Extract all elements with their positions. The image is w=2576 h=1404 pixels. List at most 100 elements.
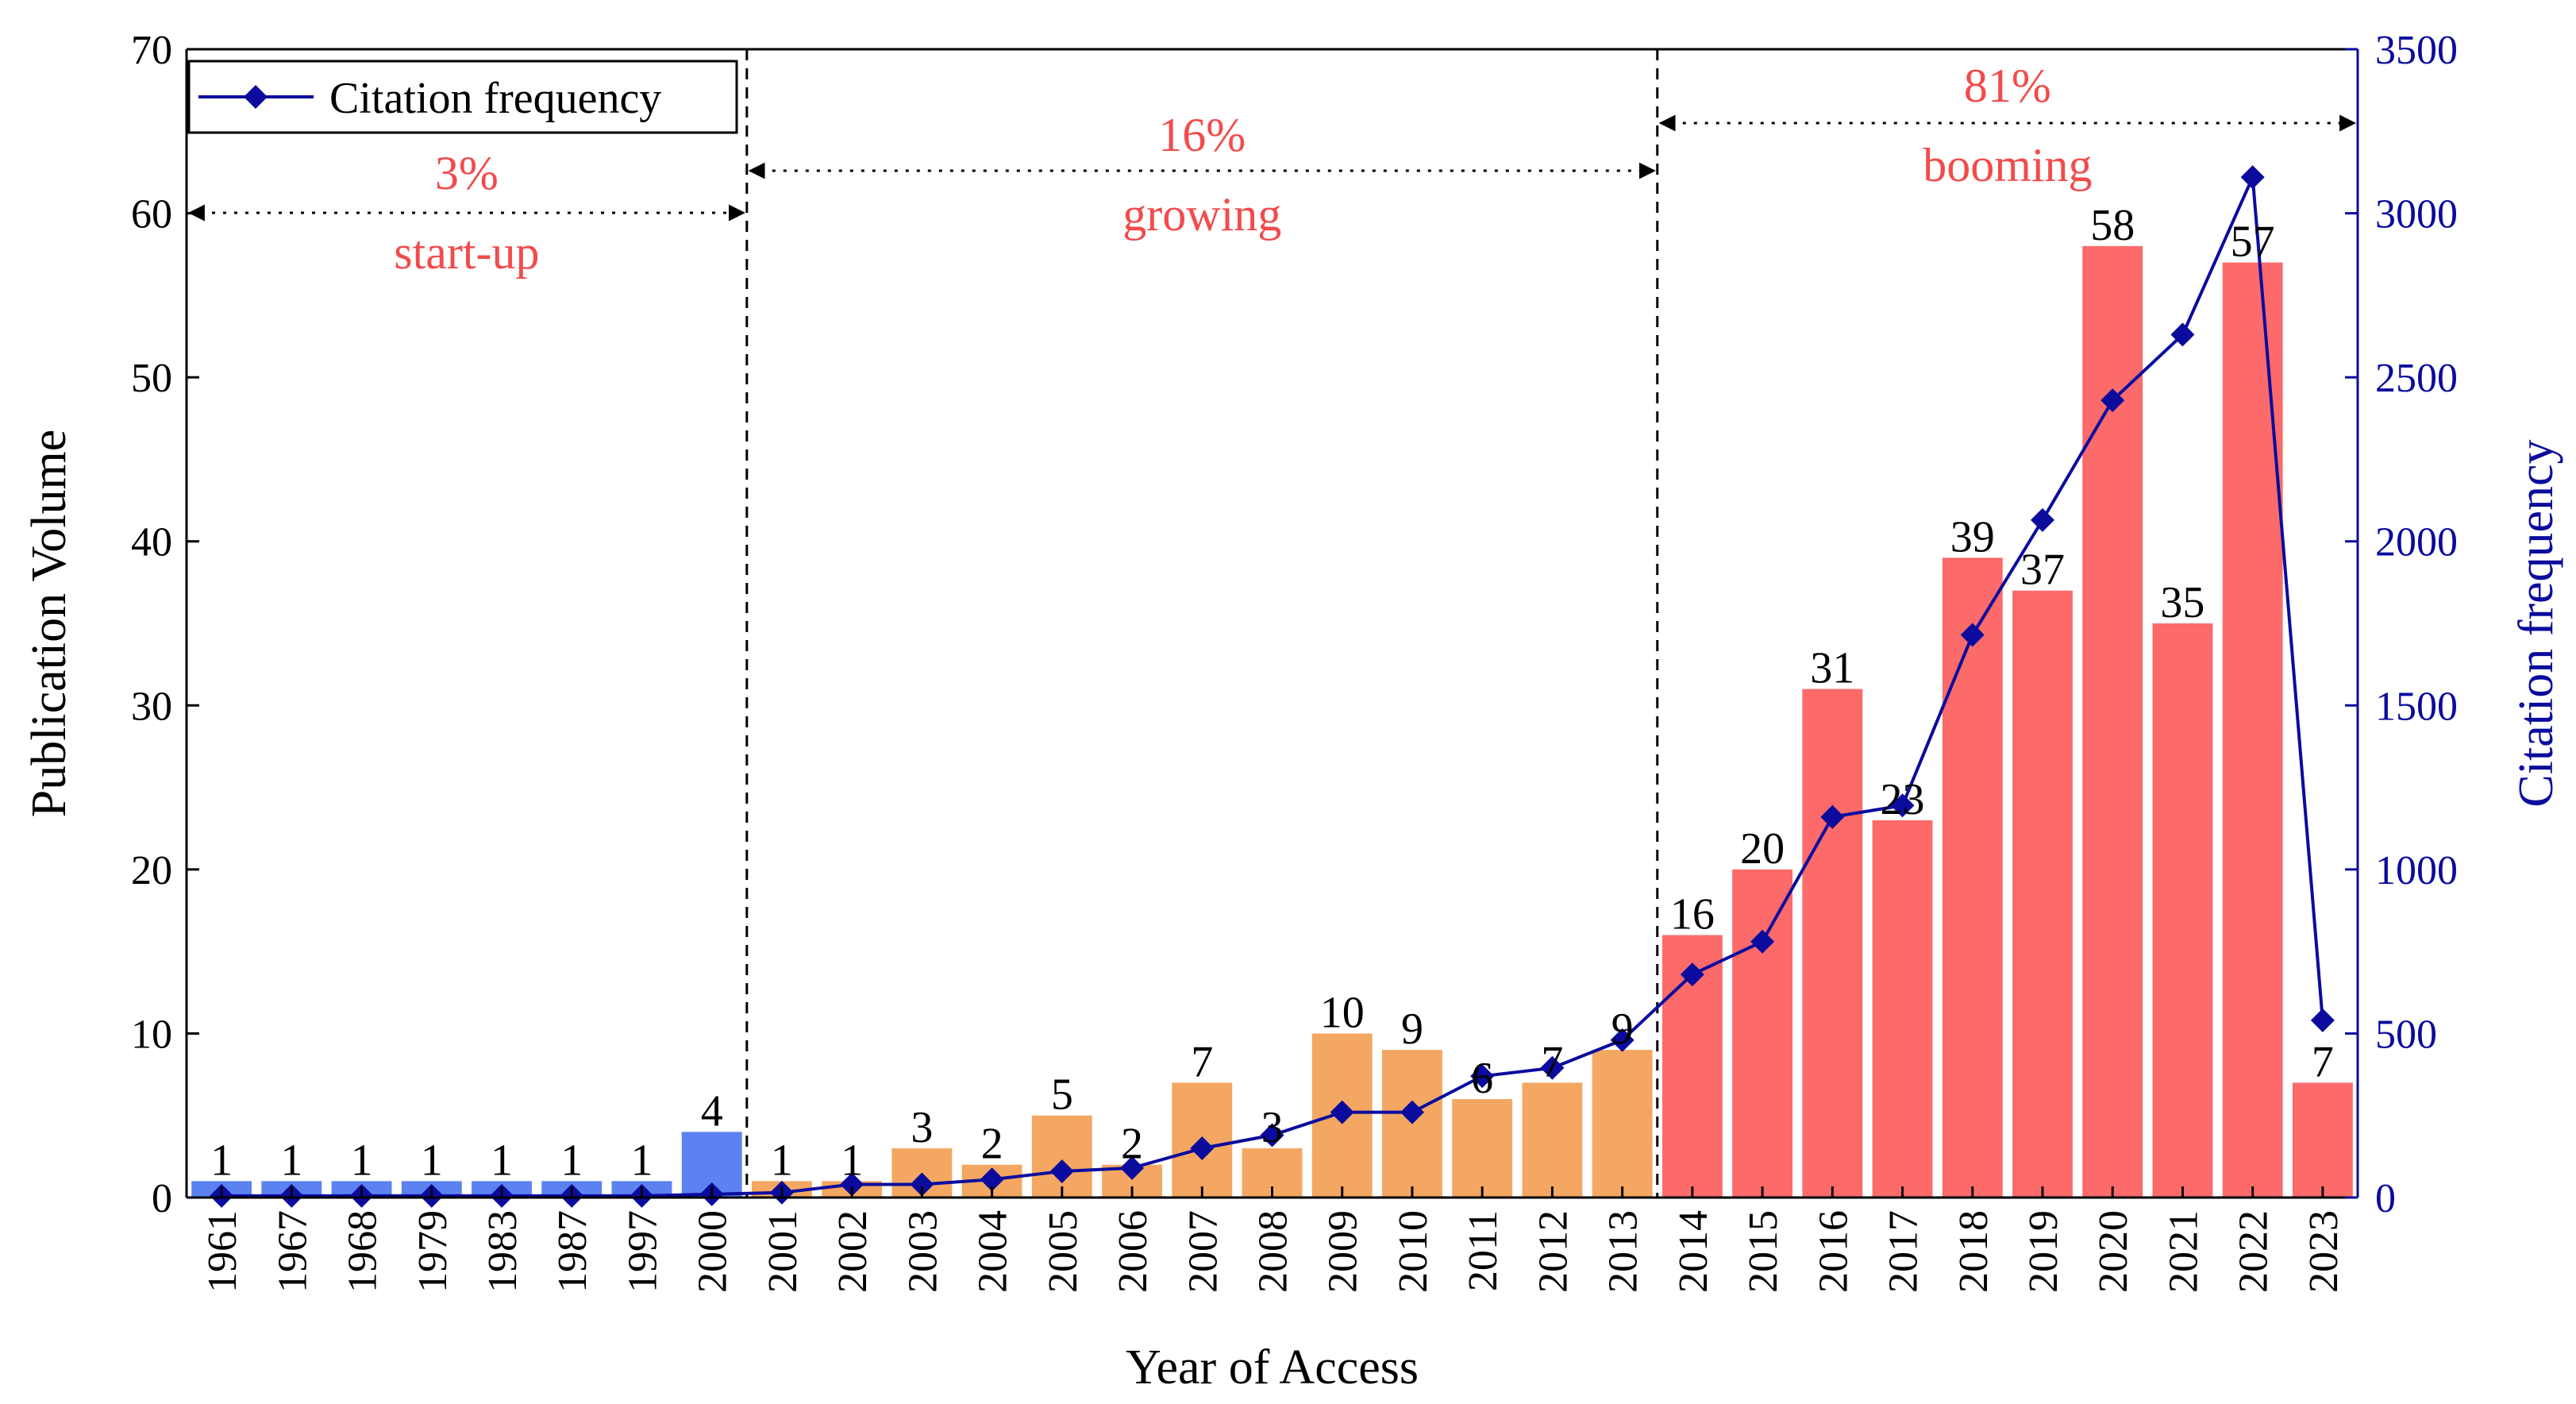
bar-label-1997: 1	[630, 1136, 653, 1185]
bar-2013	[1592, 1050, 1653, 1198]
bar-label-2004: 2	[981, 1120, 1003, 1169]
bar-label-2018: 39	[1950, 512, 1995, 561]
bar-2017	[1872, 820, 1933, 1198]
stage-annotations: 3% start-up 16% growing 81% booming	[187, 60, 2357, 279]
x-tick-label-2020: 2020	[2091, 1210, 2136, 1293]
citation-point-2012	[1540, 1055, 1565, 1080]
y-right-tick-label-0: 0	[2375, 1176, 2396, 1221]
citation-point-2018	[1960, 623, 1985, 647]
legend-marker-swatch	[244, 85, 268, 109]
x-tick-label-2015: 2015	[1741, 1210, 1786, 1293]
x-tick-label-1967: 1967	[270, 1210, 315, 1293]
x-tick-label-2018: 2018	[1951, 1210, 1996, 1293]
y-tick-label-10: 10	[131, 1012, 172, 1057]
bar-label-2007: 7	[1191, 1037, 1213, 1086]
citation-point-2009	[1330, 1100, 1354, 1124]
y-right-tick-label-3500: 3500	[2375, 28, 2458, 73]
citation-point-2023	[2310, 1008, 2335, 1032]
bar-label-1979: 1	[421, 1136, 443, 1185]
citation-point-2013	[1610, 1028, 1635, 1052]
citation-point-2017	[1890, 793, 1915, 818]
y-tick-label-0: 0	[152, 1176, 172, 1221]
y-tick-label-40: 40	[131, 520, 172, 565]
y-right-tick-label-2000: 2000	[2375, 520, 2458, 565]
y-tick-label-50: 50	[131, 356, 172, 401]
x-tick-label-2005: 2005	[1041, 1210, 1086, 1293]
y-tick-label-30: 30	[131, 684, 172, 729]
bar-label-1961: 1	[210, 1136, 233, 1185]
x-tick-label-2007: 2007	[1180, 1210, 1226, 1293]
bar-2019	[2012, 590, 2073, 1198]
citation-point-2015	[1750, 929, 1775, 954]
y-right-tick-label-1000: 1000	[2375, 848, 2458, 893]
bar-label-2015: 20	[1740, 824, 1785, 874]
stage-percent-start-up: 3%	[435, 147, 499, 199]
bar-label-2006: 2	[1121, 1120, 1143, 1169]
legend: Citation frequency	[187, 60, 738, 134]
bar-label-2005: 5	[1051, 1070, 1073, 1120]
bar-label-2022: 57	[2231, 218, 2275, 267]
bar-2011	[1452, 1099, 1513, 1198]
bar-2023	[2292, 1082, 2353, 1198]
bar-label-2013: 9	[1611, 1005, 1634, 1054]
bar-label-2000: 4	[701, 1086, 723, 1136]
x-tick-label-1983: 1983	[480, 1210, 526, 1293]
citation-point-2004	[980, 1167, 1004, 1192]
bar-label-2001: 1	[771, 1136, 793, 1185]
x-tick-label-2013: 2013	[1601, 1210, 1646, 1293]
bar-label-2011: 6	[1471, 1054, 1493, 1103]
y-axis-right-title: Citation frequency	[2509, 439, 2563, 807]
bar-2005	[1031, 1115, 1092, 1198]
x-tick-label-2014: 2014	[1671, 1210, 1716, 1293]
y-tick-label-70: 70	[131, 28, 172, 73]
bar-label-2016: 31	[1810, 644, 1854, 693]
citation-point-2011	[1470, 1064, 1495, 1089]
bar-2022	[2222, 262, 2283, 1198]
bar-label-2003: 3	[911, 1103, 933, 1152]
x-tick-label-1968: 1968	[341, 1210, 386, 1293]
citation-line	[221, 176, 2324, 1198]
legend-label: Citation frequency	[329, 74, 661, 123]
y-right-tick-label-500: 500	[2375, 1012, 2437, 1057]
y-tick-label-60: 60	[131, 192, 172, 237]
x-tick-label-2012: 2012	[1531, 1210, 1576, 1293]
bar-2021	[2152, 623, 2213, 1198]
citation-point-2003	[910, 1172, 934, 1197]
x-tick-label-2019: 2019	[2021, 1210, 2066, 1293]
x-tick-label-2023: 2023	[2301, 1210, 2347, 1293]
citation-point-2006	[1120, 1155, 1145, 1180]
bar-label-2023: 7	[2312, 1037, 2334, 1086]
citation-point-2022	[2240, 165, 2265, 190]
x-tick-label-1961: 1961	[200, 1210, 245, 1293]
citation-point-2014	[1680, 962, 1704, 987]
citation-point-2007	[1190, 1136, 1215, 1161]
bar-label-1967: 1	[280, 1136, 302, 1185]
x-tick-label-2016: 2016	[1811, 1210, 1856, 1293]
y-tick-label-20: 20	[131, 848, 172, 893]
bar-2012	[1522, 1082, 1583, 1198]
x-tick-label-2011: 2011	[1461, 1210, 1506, 1291]
x-tick-label-2004: 2004	[971, 1210, 1016, 1293]
y-right-tick-label-3000: 3000	[2375, 192, 2458, 237]
citation-point-2002	[840, 1172, 864, 1197]
x-tick-label-2009: 2009	[1321, 1210, 1366, 1293]
stage-label-start-up: start-up	[394, 226, 539, 279]
bar-label-2009: 10	[1320, 988, 1365, 1037]
x-tick-label-2006: 2006	[1111, 1210, 1156, 1293]
bar-2015	[1732, 869, 1793, 1198]
x-tick-label-2002: 2002	[830, 1210, 876, 1293]
x-tick-label-2021: 2021	[2161, 1210, 2206, 1293]
bar-label-1987: 1	[560, 1136, 583, 1185]
stage-percent-growing: 16%	[1158, 109, 1246, 161]
bar-label-1983: 1	[491, 1136, 513, 1185]
stage-label-booming: booming	[1923, 139, 2092, 191]
bar-2018	[1942, 557, 2003, 1198]
bar-label-1968: 1	[351, 1136, 373, 1185]
y-axis-title: Publication Volume	[22, 430, 76, 818]
x-tick-label-2010: 2010	[1391, 1210, 1436, 1293]
axes-layer: 0 10 20 30 40 50 60 70 0 500 1000 1500 2000 2500 3000 3…	[131, 28, 2458, 1293]
x-axis-title: Year of Access	[1126, 1340, 1419, 1394]
bar-label-2010: 9	[1401, 1005, 1423, 1054]
y-right-tick-label-1500: 1500	[2375, 684, 2458, 729]
